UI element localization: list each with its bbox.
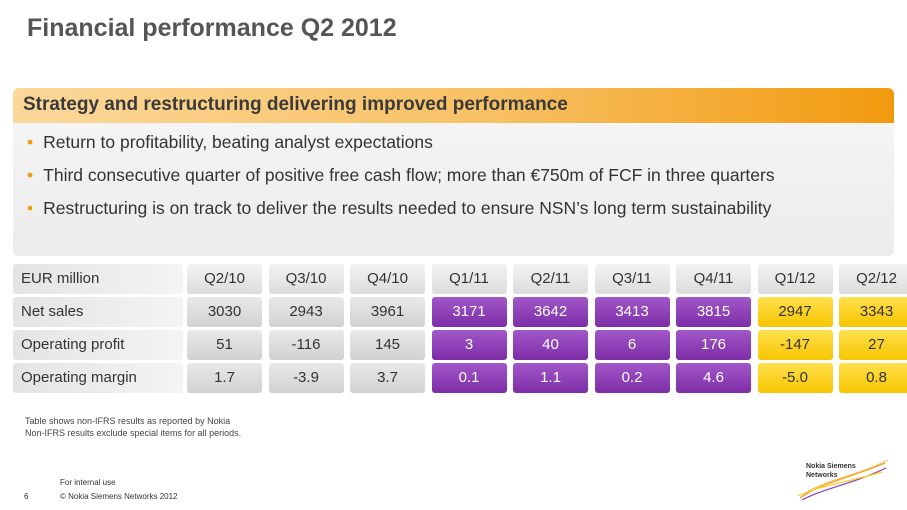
table-header-quarter: Q3/10: [268, 264, 344, 294]
page-title: Financial performance Q2 2012: [27, 14, 397, 42]
bullet-item: • Restructuring is on track to deliver th…: [27, 198, 771, 219]
table-header-label: EUR million: [13, 264, 183, 294]
page-number: 6: [24, 492, 29, 501]
table-cell: 3343: [839, 297, 907, 327]
table-cell: 3171: [431, 297, 507, 327]
table-cell: 0.8: [839, 363, 907, 393]
table-row-label: Net sales: [13, 297, 183, 327]
bullet-dot-icon: •: [27, 132, 34, 152]
table-cell: 3.7: [350, 363, 425, 393]
table-header-quarter: Q2/11: [513, 264, 588, 294]
table-cell: 3642: [513, 297, 588, 327]
table-note: Non-IFRS results exclude special items f…: [25, 428, 242, 438]
table-cell: 3413: [594, 297, 670, 327]
table-cell: 3: [431, 330, 507, 360]
logo-text: Nokia Siemens Networks: [806, 462, 856, 480]
bullet-dot-icon: •: [27, 198, 34, 218]
table-cell: 145: [350, 330, 425, 360]
bullet-text: Third consecutive quarter of positive fr…: [43, 165, 775, 185]
table-cell: 176: [676, 330, 751, 360]
table-header-quarter: Q4/11: [676, 264, 751, 294]
table-cell: -3.9: [268, 363, 344, 393]
table-cell: 2943: [268, 297, 344, 327]
table-header-quarter: Q2/12: [839, 264, 907, 294]
banner-text: Strategy and restructuring delivering im…: [23, 94, 568, 115]
bullet-item: • Third consecutive quarter of positive f…: [27, 165, 775, 186]
internal-use-label: For internal use: [60, 478, 116, 487]
logo-line: Networks: [806, 472, 838, 479]
table-cell: 6: [594, 330, 670, 360]
table-cell: -147: [757, 330, 833, 360]
bullet-text: Return to profitability, beating analyst…: [43, 132, 433, 152]
table-cell: 0.2: [594, 363, 670, 393]
table-cell: 1.7: [187, 363, 262, 393]
table-cell: 0.1: [431, 363, 507, 393]
bullet-item: • Return to profitability, beating analys…: [27, 132, 433, 153]
table-cell: 3815: [676, 297, 751, 327]
table-cell: -116: [268, 330, 344, 360]
table-cell: 3030: [187, 297, 262, 327]
table-header-quarter: Q1/11: [431, 264, 507, 294]
table-header-quarter: Q1/12: [757, 264, 833, 294]
copyright-label: © Nokia Siemens Networks 2012: [60, 492, 178, 501]
table-row-label: Operating profit: [13, 330, 183, 360]
table-cell: 27: [839, 330, 907, 360]
table-header-quarter: Q2/10: [187, 264, 262, 294]
bullet-dot-icon: •: [27, 165, 34, 185]
table-header-quarter: Q3/11: [594, 264, 670, 294]
bullet-text: Restructuring is on track to deliver the…: [43, 198, 772, 218]
table-header-quarter: Q4/10: [350, 264, 425, 294]
table-cell: 4.6: [676, 363, 751, 393]
table-row-label: Operating margin: [13, 363, 183, 393]
table-cell: 1.1: [513, 363, 588, 393]
table-cell: 3961: [350, 297, 425, 327]
table-note: Table shows non-IFRS results as reported…: [25, 416, 231, 426]
logo-line: Nokia Siemens: [806, 463, 856, 470]
banner: Strategy and restructuring delivering im…: [13, 88, 894, 123]
table-cell: 40: [513, 330, 588, 360]
table-cell: -5.0: [757, 363, 833, 393]
table-cell: 51: [187, 330, 262, 360]
table-cell: 2947: [757, 297, 833, 327]
nokia-siemens-logo: [797, 459, 889, 501]
